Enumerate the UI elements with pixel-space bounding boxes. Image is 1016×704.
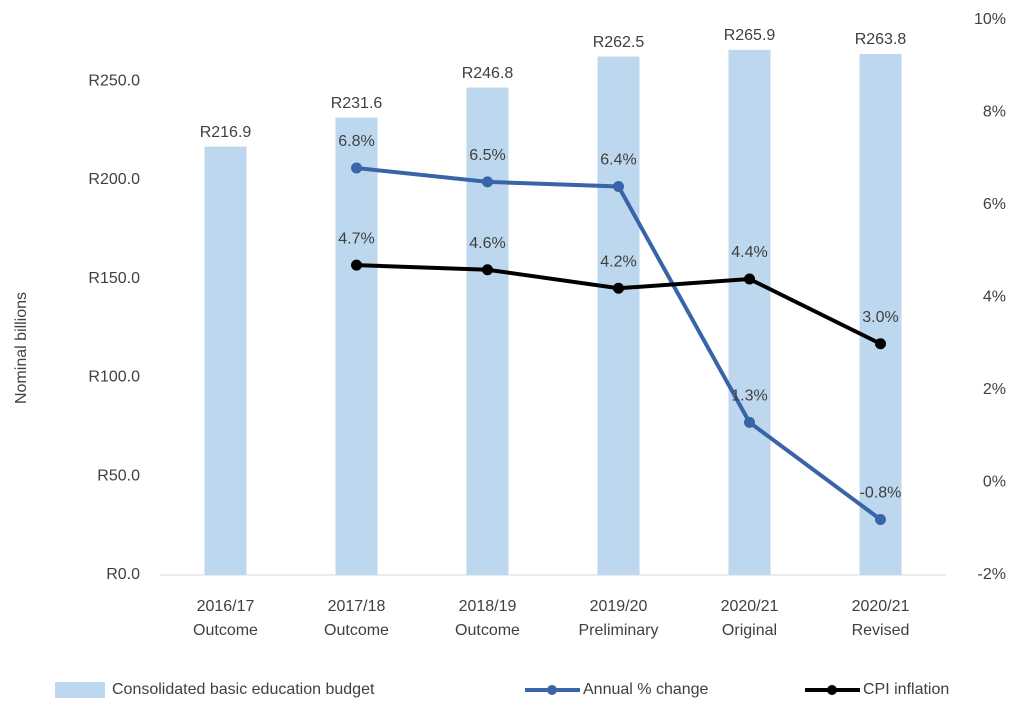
point <box>744 273 755 285</box>
y-tick-label: R0.0 <box>106 566 140 583</box>
y-tick-label: R150.0 <box>88 270 140 287</box>
data-label: 4.6% <box>469 235 505 252</box>
data-label: -0.8% <box>860 485 902 502</box>
data-label: 6.8% <box>338 133 374 150</box>
y2-tick-label: 0% <box>983 474 1006 491</box>
point <box>482 176 493 188</box>
data-label: 4.7% <box>338 230 374 247</box>
point <box>875 338 886 350</box>
data-label: 1.3% <box>731 388 767 405</box>
point <box>351 162 362 174</box>
data-label: 4.2% <box>600 253 636 270</box>
y2-tick-label: 6% <box>983 196 1006 213</box>
x-tick-label: 2020/21 Original <box>721 598 779 639</box>
x-tick-label-line: Revised <box>852 622 910 639</box>
y-axis-title: Nominal billions <box>13 292 30 404</box>
data-label: R263.8 <box>855 31 907 48</box>
legend-label: Consolidated basic education budget <box>112 681 375 698</box>
y-tick-label: R50.0 <box>97 467 140 484</box>
point <box>744 416 755 428</box>
data-label: R216.9 <box>200 124 252 141</box>
y2-tick-label: 8% <box>983 104 1006 121</box>
y-tick-label: R200.0 <box>88 171 140 188</box>
x-tick-label-line: 2017/18 <box>328 598 386 615</box>
x-tick-label-line: 2016/17 <box>197 598 255 615</box>
x-tick-label: 2019/20 Preliminary <box>578 598 658 639</box>
bar <box>597 56 640 576</box>
legend-marker <box>827 685 837 695</box>
legend-marker <box>547 685 557 695</box>
x-tick-label: 2016/17 Outcome <box>193 598 258 639</box>
bar <box>728 49 771 575</box>
bar <box>335 117 378 575</box>
x-tick-label-line: Original <box>722 622 777 639</box>
legend-swatch <box>55 682 105 698</box>
y2-tick-label: 4% <box>983 289 1006 306</box>
y2-tick-label: 2% <box>983 381 1006 398</box>
point <box>351 259 362 271</box>
point <box>875 514 886 525</box>
bar <box>859 53 902 575</box>
data-label: R265.9 <box>724 27 776 44</box>
data-label: R262.5 <box>593 34 645 51</box>
bar <box>204 146 247 575</box>
point <box>613 181 624 192</box>
x-tick-label-line: 2020/21 <box>721 598 779 615</box>
point <box>482 264 493 276</box>
data-label: 4.4% <box>731 244 767 261</box>
x-tick-label-line: 2020/21 <box>852 598 910 615</box>
legend-label: CPI inflation <box>863 681 949 698</box>
y-tick-label: R100.0 <box>88 369 140 386</box>
x-tick-label-line: Preliminary <box>578 622 658 639</box>
bar <box>466 87 509 576</box>
data-label: 6.5% <box>469 147 505 164</box>
point <box>613 282 624 294</box>
x-tick-label-line: Outcome <box>455 622 520 639</box>
y-tick-label: R250.0 <box>88 72 140 89</box>
y2-tick-label: 10% <box>974 11 1006 28</box>
data-label: 6.4% <box>600 152 636 169</box>
legend-label: Annual % change <box>583 681 709 698</box>
x-tick-label-line: 2018/19 <box>459 598 517 615</box>
data-label: R231.6 <box>331 95 383 112</box>
x-tick-label-line: Outcome <box>193 622 258 639</box>
x-tick-label: 2020/21 Revised <box>852 598 910 639</box>
x-tick-label: 2017/18 Outcome <box>324 598 389 639</box>
y2-tick-label: -2% <box>978 566 1006 583</box>
data-label: R246.8 <box>462 65 514 82</box>
x-tick-label-line: Outcome <box>324 622 389 639</box>
x-tick-label-line: 2019/20 <box>590 598 648 615</box>
data-label: 3.0% <box>862 309 898 326</box>
x-tick-label: 2018/19 Outcome <box>455 598 520 639</box>
